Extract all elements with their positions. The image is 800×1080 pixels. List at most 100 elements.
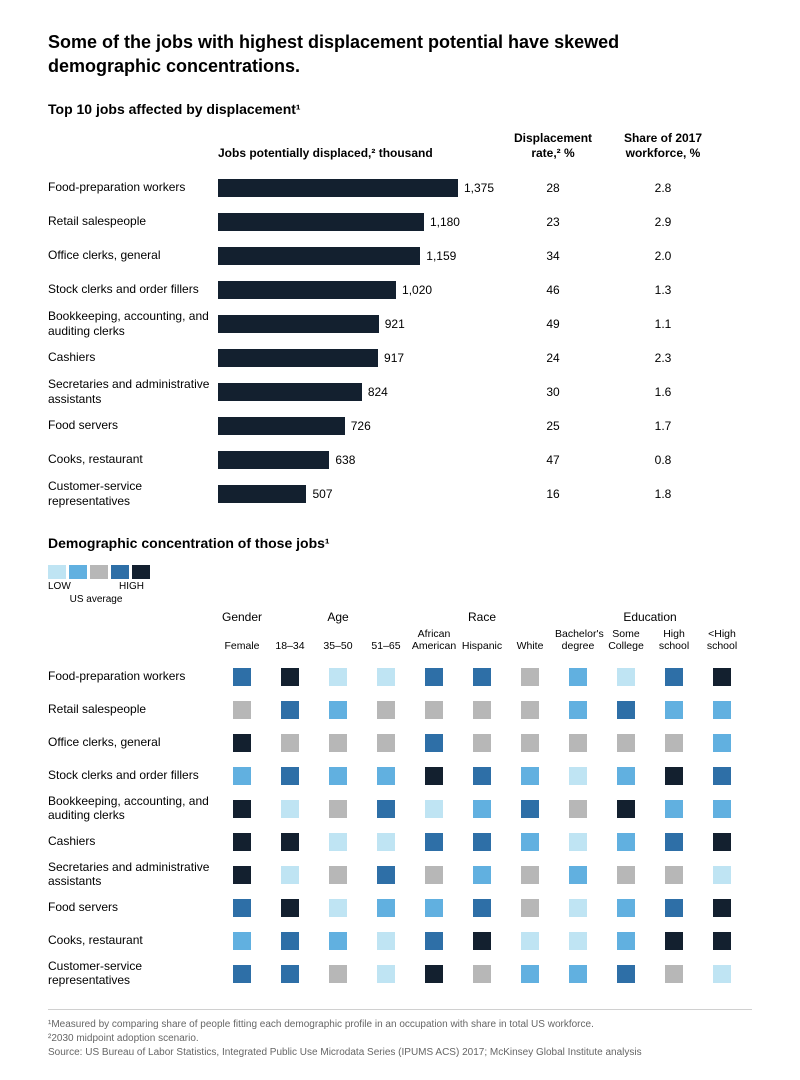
share-value: 2.0: [608, 249, 718, 263]
heat-cell: [521, 833, 539, 851]
heat-cell: [281, 833, 299, 851]
bar: [218, 383, 362, 401]
heat-cell: [281, 899, 299, 917]
heat-cell: [425, 932, 443, 950]
heat-cell: [329, 932, 347, 950]
heat-cell: [521, 734, 539, 752]
heat-cell: [329, 965, 347, 983]
legend-swatch: [48, 565, 66, 579]
job-label: Customer-service representatives: [48, 479, 218, 508]
bar-value: 507: [312, 487, 332, 501]
bar-value: 1,180: [430, 215, 460, 229]
job-label: Cashiers: [48, 350, 218, 364]
job-label: Stock clerks and order fillers: [48, 769, 218, 783]
bar-row: Bookkeeping, accounting, and auditing cl…: [48, 307, 752, 341]
heat-col-header: Hispanic: [458, 640, 506, 652]
legend-swatch: [111, 565, 129, 579]
heat-cell: [473, 899, 491, 917]
heat-cell: [377, 932, 395, 950]
bar-value: 921: [385, 317, 405, 331]
bar-row: Food-preparation workers1,375282.8: [48, 171, 752, 205]
job-label: Office clerks, general: [48, 736, 218, 750]
heat-cell: [281, 932, 299, 950]
heat-cell: [233, 899, 251, 917]
rate-value: 28: [498, 181, 608, 195]
heat-cell: [425, 965, 443, 983]
heat-row: Stock clerks and order fillers: [48, 760, 752, 793]
heat-cell: [713, 899, 731, 917]
heat-cell: [377, 833, 395, 851]
footnotes: ¹Measured by comparing share of people f…: [48, 1009, 752, 1060]
heat-cell: [713, 701, 731, 719]
job-label: Office clerks, general: [48, 248, 218, 262]
heat-cell: [665, 701, 683, 719]
heat-cell: [569, 899, 587, 917]
heat-cell: [425, 800, 443, 818]
heat-cell: [569, 965, 587, 983]
heat-cell: [233, 767, 251, 785]
bar: [218, 315, 379, 333]
heat-cell: [425, 668, 443, 686]
legend-swatch: [132, 565, 150, 579]
heat-col-header: White: [506, 640, 554, 652]
legend-swatch: [69, 565, 87, 579]
heat-cell: [473, 701, 491, 719]
bar-value: 824: [368, 385, 388, 399]
page-headline: Some of the jobs with highest displaceme…: [48, 30, 688, 79]
footnote-line: ¹Measured by comparing share of people f…: [48, 1018, 752, 1032]
job-label: Stock clerks and order fillers: [48, 282, 218, 296]
bar: [218, 417, 345, 435]
heat-row: Food-preparation workers: [48, 661, 752, 694]
heat-cell: [425, 833, 443, 851]
heat-cell: [377, 866, 395, 884]
heat-cell: [617, 932, 635, 950]
job-label: Bookkeeping, accounting, and auditing cl…: [48, 795, 218, 823]
heat-cell: [617, 734, 635, 752]
heat-cell: [329, 767, 347, 785]
heat-cell: [473, 866, 491, 884]
heat-cell: [665, 899, 683, 917]
heat-row: Cooks, restaurant: [48, 925, 752, 958]
heat-cell: [281, 701, 299, 719]
heat-cell: [377, 800, 395, 818]
job-label: Cashiers: [48, 835, 218, 849]
heat-cell: [377, 767, 395, 785]
heat-cell: [377, 965, 395, 983]
heat-cell: [233, 734, 251, 752]
share-value: 0.8: [608, 453, 718, 467]
heat-cell: [521, 701, 539, 719]
heat-row: Food servers: [48, 892, 752, 925]
legend-swatch: [90, 565, 108, 579]
heat-row: Office clerks, general: [48, 727, 752, 760]
heat-cell: [281, 734, 299, 752]
job-label: Cooks, restaurant: [48, 934, 218, 948]
section2-title: Demographic concentration of those jobs¹: [48, 535, 752, 551]
heat-cell: [617, 767, 635, 785]
heat-cell: [233, 932, 251, 950]
heat-cell: [329, 701, 347, 719]
heat-cell: [473, 833, 491, 851]
heat-col-header: 18–34: [266, 640, 314, 652]
heat-row: Cashiers: [48, 826, 752, 859]
heat-cell: [329, 734, 347, 752]
section1-title: Top 10 jobs affected by displacement¹: [48, 101, 752, 117]
heat-cell: [473, 932, 491, 950]
heat-row: Bookkeeping, accounting, and auditing cl…: [48, 793, 752, 826]
heat-cell: [617, 800, 635, 818]
heat-cell: [713, 800, 731, 818]
heat-cell: [233, 701, 251, 719]
bar-row: Stock clerks and order fillers1,020461.3: [48, 273, 752, 307]
heat-cell: [617, 965, 635, 983]
rate-value: 47: [498, 453, 608, 467]
heat-cell: [569, 800, 587, 818]
bar: [218, 349, 378, 367]
heat-cell: [329, 899, 347, 917]
heat-cell: [329, 800, 347, 818]
rate-value: 34: [498, 249, 608, 263]
heat-group-header: Race: [410, 611, 554, 625]
rate-value: 49: [498, 317, 608, 331]
heat-cell: [521, 668, 539, 686]
bar-row: Cooks, restaurant638470.8: [48, 443, 752, 477]
bar: [218, 451, 329, 469]
job-label: Customer-service representatives: [48, 960, 218, 988]
